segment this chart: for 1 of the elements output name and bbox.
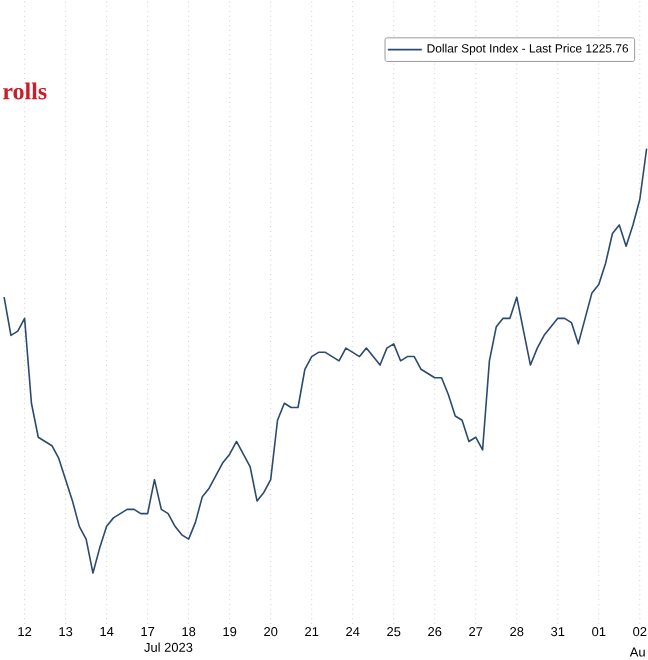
chart-title: rolls [3,82,47,100]
